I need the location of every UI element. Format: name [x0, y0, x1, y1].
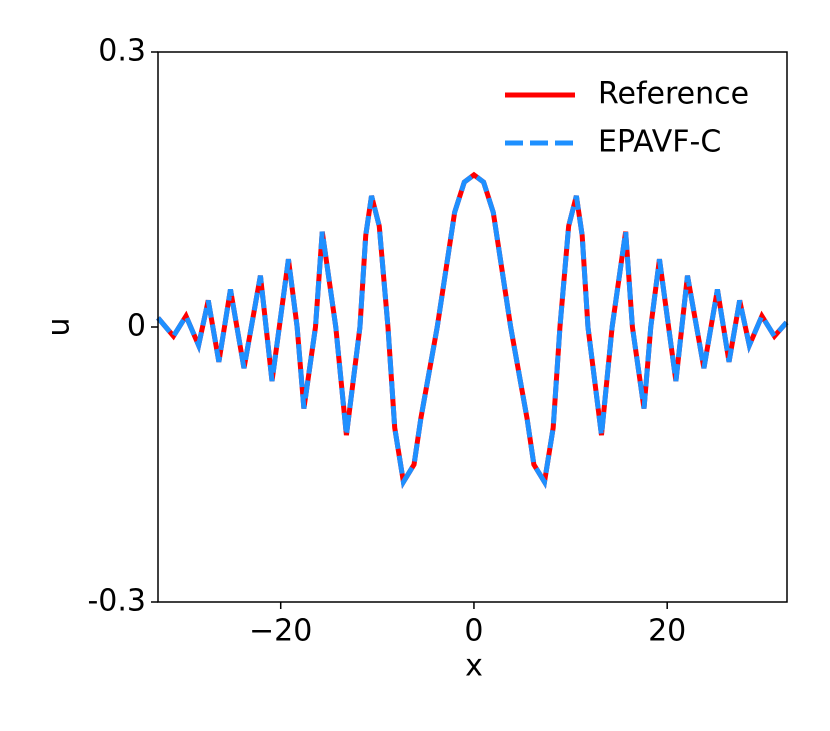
plot-frame [157, 51, 788, 603]
x-tick-label: −20 [249, 614, 312, 649]
y-tick-label: 0.3 [98, 34, 146, 69]
x-tick-label: 20 [648, 614, 686, 649]
x-axis-label: x [465, 649, 483, 684]
data-line [156, 171, 789, 489]
legend-label: Reference [598, 77, 749, 112]
y-axis-label: u [42, 317, 77, 336]
y-tick-label: -0.3 [87, 584, 146, 619]
x-tick-label: 0 [464, 614, 483, 649]
legend-label: EPAVF-C [598, 125, 721, 160]
y-tick-label: 0 [127, 309, 146, 344]
data-line [156, 171, 789, 489]
